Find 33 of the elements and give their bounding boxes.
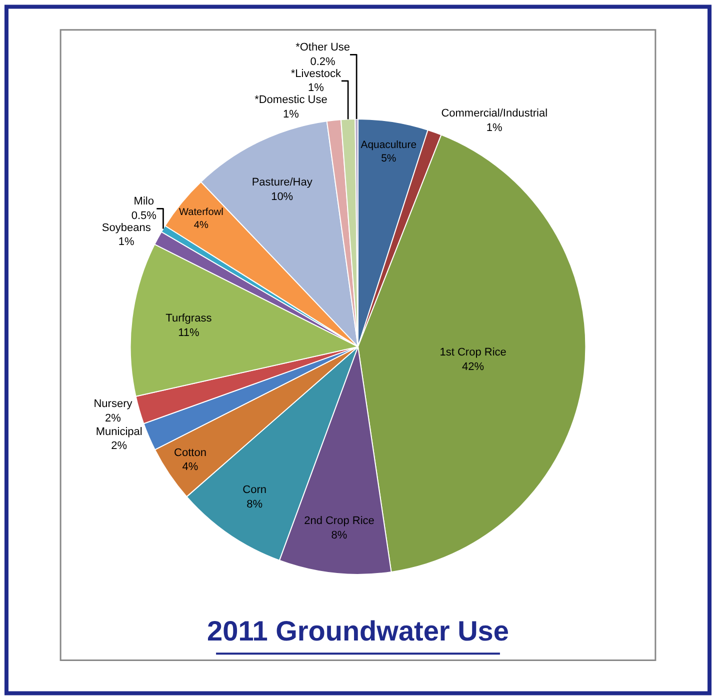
data-label: 1% (282, 108, 300, 120)
slice-label: Waterfowl (179, 206, 224, 218)
data-label: 4% (194, 220, 208, 231)
slice-label: Aquaculture (360, 140, 417, 152)
slice-label: Corn (242, 484, 266, 496)
text: 2011 Groundwater Use (207, 616, 509, 646)
data-label: 4% (182, 461, 198, 474)
data-label: 8% (331, 529, 348, 542)
data-label: 11% (178, 326, 200, 339)
slice-label: Nursery (94, 398, 133, 410)
data-label: 0.5% (131, 210, 157, 222)
slice-label: Milo (134, 196, 154, 208)
slice-label: Soybeans (102, 222, 152, 234)
slice-label: *Domestic Use (254, 94, 328, 106)
data-label: 1% (486, 122, 503, 134)
slice-label: Turfgrass (166, 312, 212, 325)
data-label: 42% (462, 361, 484, 374)
data-label: 0.2% (310, 56, 336, 68)
slice-label: 1st Crop Rice (440, 346, 506, 359)
data-label: 2% (111, 440, 128, 452)
data-label: 5% (381, 154, 396, 165)
data-label: 8% (246, 498, 263, 510)
slice-label: *Other Use (296, 42, 350, 54)
slice-label: *Livestock (290, 68, 342, 80)
slice-label: Municipal (96, 426, 142, 438)
data-label: 1% (308, 82, 324, 94)
slice-label: Pasture/Hay (252, 176, 313, 189)
slice-label: Commercial/Industrial (441, 107, 548, 120)
slice-label: Cotton (174, 446, 206, 459)
data-label: 1% (118, 236, 135, 248)
slice-label: 2nd Crop Rice (304, 515, 374, 528)
data-label: 2% (105, 412, 122, 424)
data-label: 10% (271, 190, 294, 203)
